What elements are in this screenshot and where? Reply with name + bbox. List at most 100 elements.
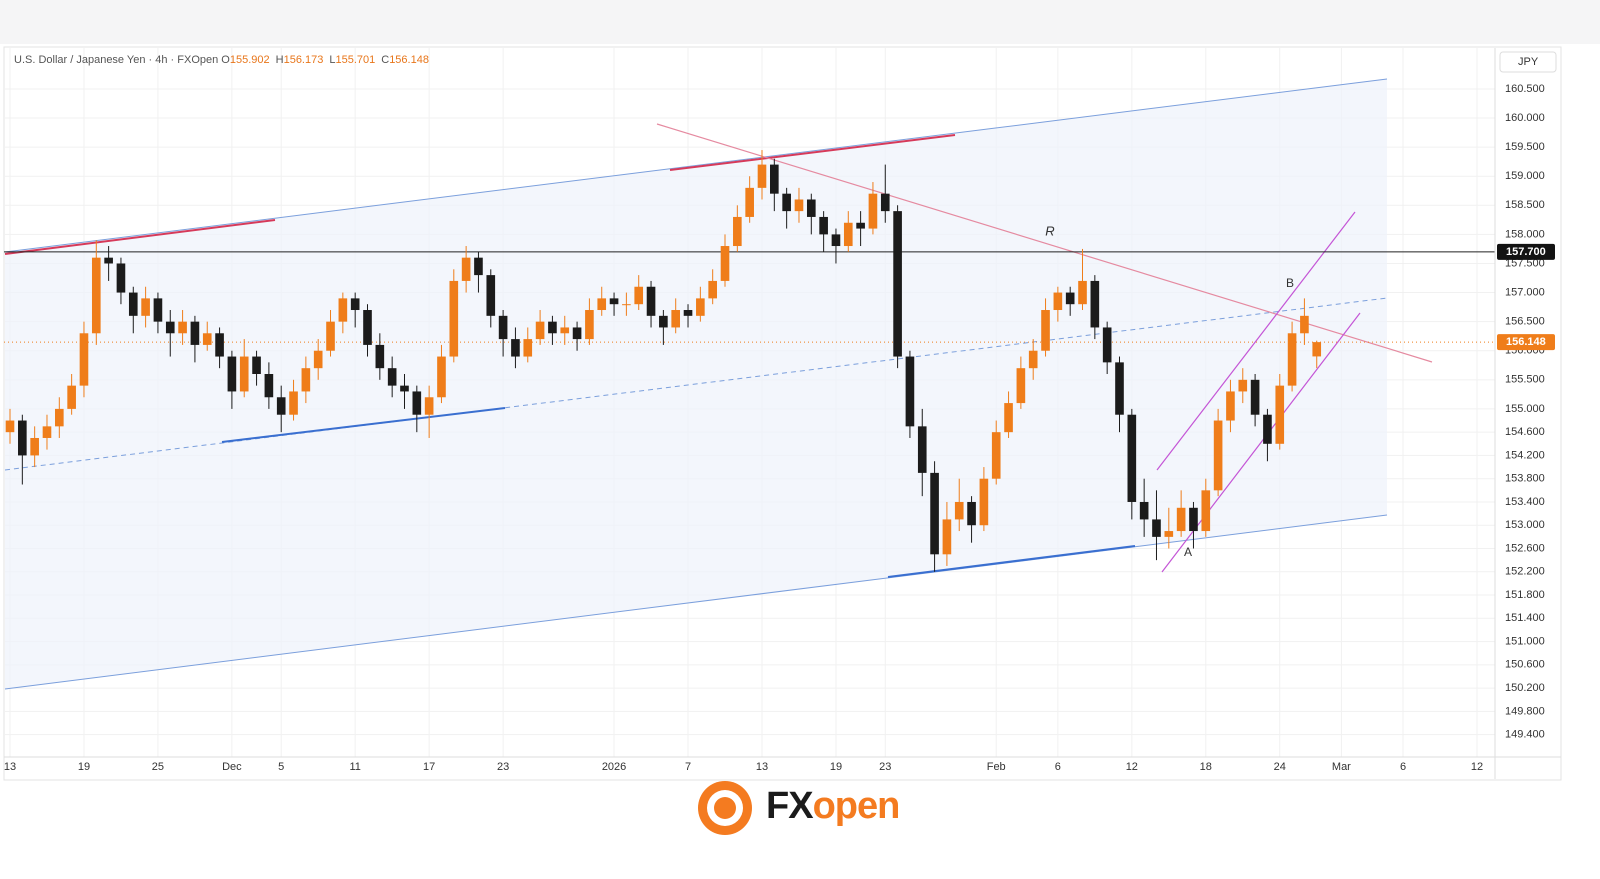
y-tick-label: 151.400 bbox=[1505, 612, 1545, 624]
y-tick-label: 151.800 bbox=[1505, 589, 1545, 601]
candle-body bbox=[806, 199, 816, 217]
candle-body bbox=[622, 304, 631, 306]
y-tick-label: 155.500 bbox=[1505, 374, 1545, 386]
candle-body bbox=[893, 211, 902, 357]
x-tick-label: Dec bbox=[222, 761, 242, 773]
x-tick-label: 12 bbox=[1471, 761, 1483, 773]
candle-body bbox=[917, 426, 927, 473]
chart-frame bbox=[3, 46, 1562, 781]
candle-body bbox=[141, 298, 150, 316]
x-tick-label: 5 bbox=[278, 761, 284, 773]
candle-body bbox=[42, 426, 52, 438]
levels bbox=[4, 251, 1495, 343]
candle-body bbox=[708, 280, 717, 299]
candle-body bbox=[585, 310, 594, 340]
annotation: R bbox=[1045, 223, 1054, 238]
candle-body bbox=[1164, 531, 1174, 537]
currency-box bbox=[1499, 51, 1557, 73]
ohlc-values: O155.902 H156.173 L155.701 C156.148 bbox=[221, 54, 435, 66]
candle-body bbox=[1016, 368, 1026, 404]
candle-body bbox=[400, 385, 409, 392]
candle-body bbox=[659, 315, 668, 328]
candle-body bbox=[264, 373, 274, 398]
ohlc-value: 156.148 bbox=[389, 54, 429, 66]
logo-fx: FX bbox=[766, 785, 814, 827]
annotation: A bbox=[1184, 545, 1192, 559]
candle-body bbox=[486, 275, 496, 316]
candle-body bbox=[437, 356, 446, 398]
ohlc-value: 155.902 bbox=[229, 54, 270, 66]
candle-body bbox=[153, 298, 163, 322]
ohlc-label: C bbox=[381, 54, 390, 66]
x-tick-label: 13 bbox=[756, 761, 768, 773]
y-tick-label: 160.000 bbox=[1505, 112, 1545, 124]
ohlc-value: 155.701 bbox=[335, 54, 376, 66]
channel-upper bbox=[4, 78, 1388, 253]
candle-body bbox=[215, 333, 224, 357]
candle-body bbox=[868, 193, 878, 229]
y-tick-label: 158.500 bbox=[1505, 199, 1545, 211]
candle-body bbox=[770, 164, 779, 194]
candle-body bbox=[363, 310, 372, 345]
candle-body bbox=[634, 286, 644, 305]
candle-body bbox=[190, 321, 200, 345]
candle-body bbox=[5, 420, 15, 433]
y-tick-label: 152.200 bbox=[1505, 566, 1545, 578]
candle-body bbox=[54, 408, 64, 427]
candle-body bbox=[1090, 280, 1100, 328]
candle-body bbox=[461, 257, 471, 281]
y-tick-label: 153.800 bbox=[1505, 473, 1545, 485]
candle-body bbox=[991, 432, 1001, 479]
candle-body bbox=[1078, 280, 1087, 305]
blue-segment bbox=[221, 407, 506, 443]
candle-body bbox=[252, 356, 261, 374]
logo-open: open bbox=[813, 785, 900, 827]
candle-body bbox=[1300, 315, 1309, 334]
candle-body bbox=[313, 350, 323, 369]
candle-body bbox=[646, 286, 656, 316]
x-tick-label: Mar bbox=[1332, 761, 1351, 773]
candle-body bbox=[548, 321, 557, 334]
candle-body bbox=[289, 391, 298, 415]
red-segment bbox=[669, 134, 956, 171]
x-tick-label: 25 bbox=[152, 761, 164, 773]
y-tick-label: 155.000 bbox=[1505, 403, 1545, 415]
currency: JPY bbox=[1518, 56, 1539, 68]
candle-body bbox=[511, 339, 520, 357]
candle-body bbox=[1102, 327, 1112, 363]
y-tick-label: 149.400 bbox=[1505, 729, 1545, 741]
y-tick-label: 159.000 bbox=[1505, 170, 1545, 182]
y-tick-label: 150.600 bbox=[1505, 659, 1545, 671]
y-tick-label: 157.000 bbox=[1505, 286, 1545, 298]
candle-body bbox=[338, 298, 348, 322]
candle-body bbox=[1053, 292, 1063, 311]
y-tick-label: 159.500 bbox=[1505, 141, 1545, 153]
x-tick-label: 19 bbox=[830, 761, 842, 773]
candle-body bbox=[856, 222, 865, 229]
ohlc-value: 156.173 bbox=[283, 54, 324, 66]
candle-body bbox=[967, 501, 976, 526]
candle-body bbox=[30, 437, 39, 456]
candle-body bbox=[1312, 342, 1322, 357]
x-tick-label: 23 bbox=[497, 761, 509, 773]
candle-body bbox=[1226, 391, 1235, 421]
red-segment bbox=[4, 219, 276, 255]
y-tick-label: 149.800 bbox=[1505, 705, 1545, 717]
candle-body bbox=[449, 280, 459, 357]
level-label: 157.700 bbox=[1506, 246, 1546, 258]
x-tick-label: 11 bbox=[349, 761, 360, 773]
y-tick-label: 158.000 bbox=[1505, 228, 1545, 240]
level-tag bbox=[1497, 243, 1555, 260]
candle-body bbox=[1004, 403, 1013, 433]
candle-body bbox=[1189, 507, 1198, 532]
candle-body bbox=[794, 199, 804, 212]
pink-channel-upper bbox=[1156, 211, 1356, 471]
x-tick-label: 19 bbox=[78, 761, 90, 773]
x-tick-label: 24 bbox=[1274, 761, 1286, 773]
candle-body bbox=[276, 397, 286, 415]
candle-body bbox=[178, 321, 187, 334]
candle-body bbox=[128, 292, 138, 316]
candle-body bbox=[930, 472, 939, 555]
candle-body bbox=[782, 193, 791, 212]
channel-mid bbox=[4, 297, 1388, 471]
